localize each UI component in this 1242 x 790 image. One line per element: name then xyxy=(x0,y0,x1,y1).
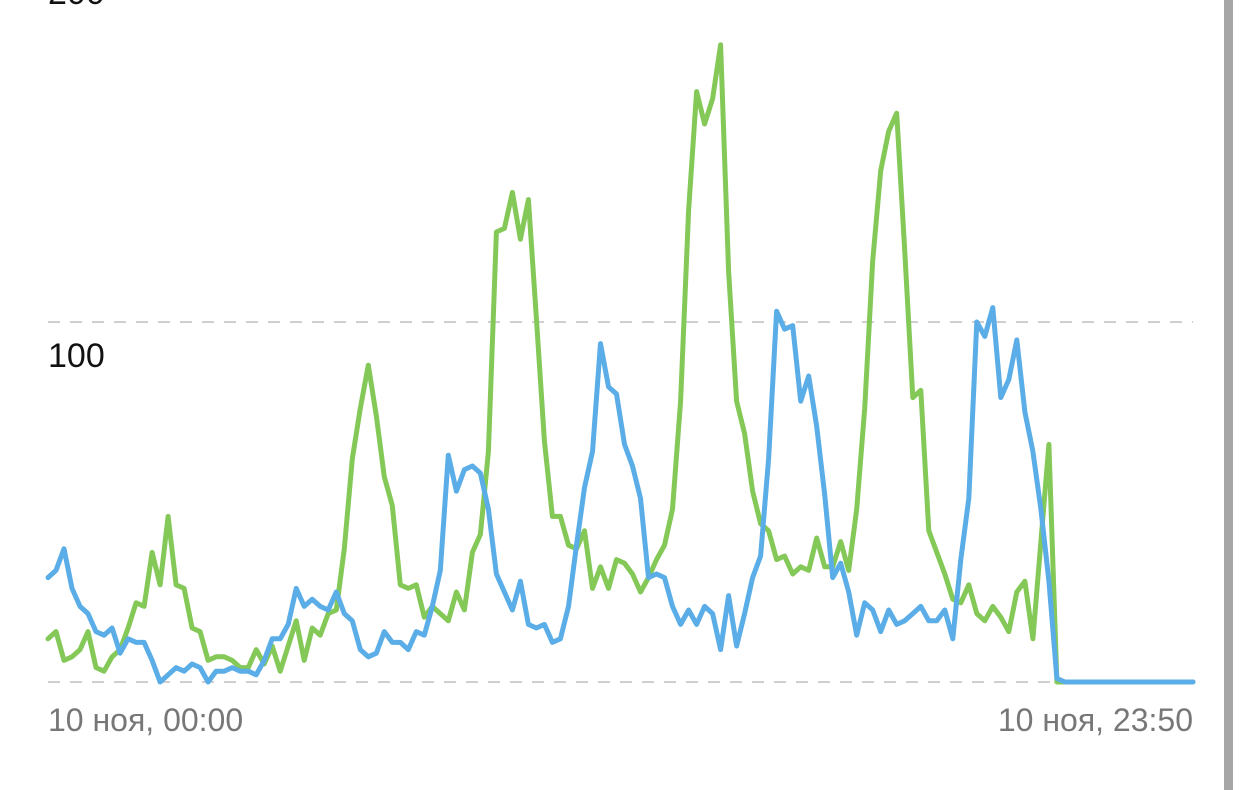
x-tick-label-end: 10 ноя, 23:50 xyxy=(998,702,1193,738)
y-tick-label-100: 100 xyxy=(48,337,105,375)
series-line-2 xyxy=(45,305,1196,685)
scrollbar[interactable] xyxy=(1224,0,1233,790)
series-line-1 xyxy=(45,42,1196,685)
x-tick-label-start: 10 ноя, 00:00 xyxy=(48,702,243,738)
y-tick-label-200: 200 xyxy=(48,0,105,12)
